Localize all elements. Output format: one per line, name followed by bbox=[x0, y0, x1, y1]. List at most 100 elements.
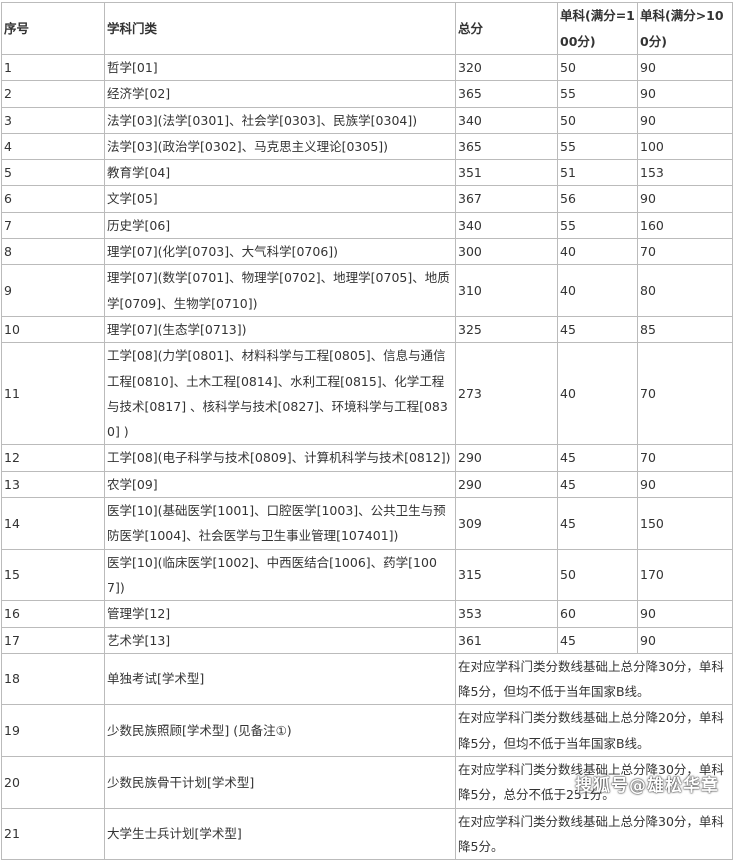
cell-single-100: 40 bbox=[557, 264, 638, 317]
cell-discipline: 经济学[02] bbox=[104, 80, 456, 108]
cell-single-over-100: 150 bbox=[637, 497, 733, 550]
special-row: 19 少数民族照顾[学术型] (见备注①) 在对应学科门类分数线基础上总分降20分，… bbox=[1, 704, 733, 758]
cell-index: 18 bbox=[1, 652, 105, 706]
cell-single-over-100: 85 bbox=[637, 315, 733, 344]
cell-single-over-100: 90 bbox=[637, 600, 733, 628]
cell-total: 361 bbox=[455, 626, 558, 654]
cell-single-over-100: 170 bbox=[637, 548, 733, 602]
cell-single-over-100: 90 bbox=[637, 80, 733, 108]
cell-single-100: 45 bbox=[557, 315, 638, 344]
cell-single-100: 51 bbox=[557, 159, 638, 187]
cell-index: 5 bbox=[1, 159, 105, 187]
cell-total: 367 bbox=[455, 185, 558, 213]
cell-total: 315 bbox=[455, 548, 558, 602]
cell-index: 8 bbox=[1, 238, 105, 266]
cell-discipline: 艺术学[13] bbox=[104, 626, 456, 654]
cell-index: 7 bbox=[1, 211, 105, 240]
cell-total: 353 bbox=[455, 600, 558, 628]
table-row: 15 医学[10](临床医学[1002]、中西医结合[1006]、药学[1007]… bbox=[1, 548, 733, 602]
cell-single-100: 45 bbox=[557, 497, 638, 550]
header-total: 总分 bbox=[455, 2, 558, 55]
cell-single-100: 55 bbox=[557, 80, 638, 108]
cell-total: 310 bbox=[455, 264, 558, 317]
table-row: 7 历史学[06] 340 55 160 bbox=[1, 211, 733, 240]
cell-single-100: 50 bbox=[557, 53, 638, 82]
cell-total: 290 bbox=[455, 444, 558, 472]
table-row: 6 文学[05] 367 56 90 bbox=[1, 185, 733, 213]
cell-index: 16 bbox=[1, 600, 105, 628]
table-row: 11 工学[08](力学[0801]、材料科学与工程[0805]、信息与通信工程[… bbox=[1, 342, 733, 446]
table-row: 5 教育学[04] 351 51 153 bbox=[1, 159, 733, 187]
cell-single-over-100: 90 bbox=[637, 106, 733, 134]
cell-total: 300 bbox=[455, 238, 558, 266]
cell-index: 11 bbox=[1, 342, 105, 446]
cell-single-over-100: 70 bbox=[637, 342, 733, 446]
cell-total: 351 bbox=[455, 159, 558, 187]
header-discipline: 学科门类 bbox=[104, 2, 456, 55]
cell-index: 2 bbox=[1, 80, 105, 108]
cell-index: 10 bbox=[1, 315, 105, 344]
table-row: 13 农学[09] 290 45 90 bbox=[1, 470, 733, 499]
special-row: 18 单独考试[学术型] 在对应学科门类分数线基础上总分降30分，单科降5分，但均不… bbox=[1, 652, 733, 706]
cell-discipline: 农学[09] bbox=[104, 470, 456, 499]
cell-index: 15 bbox=[1, 548, 105, 602]
cell-total: 365 bbox=[455, 132, 558, 161]
cell-discipline: 理学[07](生态学[0713]) bbox=[104, 315, 456, 344]
cell-total: 290 bbox=[455, 470, 558, 499]
cell-total: 340 bbox=[455, 211, 558, 240]
cell-total: 365 bbox=[455, 80, 558, 108]
header-index: 序号 bbox=[1, 2, 105, 55]
cell-single-over-100: 90 bbox=[637, 185, 733, 213]
cell-index: 4 bbox=[1, 132, 105, 161]
cell-single-100: 40 bbox=[557, 342, 638, 446]
cell-total: 340 bbox=[455, 106, 558, 134]
cell-index: 17 bbox=[1, 626, 105, 654]
cell-discipline: 教育学[04] bbox=[104, 159, 456, 187]
cell-single-over-100: 80 bbox=[637, 264, 733, 317]
cell-discipline: 少数民族照顾[学术型] (见备注①) bbox=[104, 704, 456, 758]
cell-discipline: 单独考试[学术型] bbox=[104, 652, 456, 706]
cell-index: 14 bbox=[1, 497, 105, 550]
cell-single-100: 50 bbox=[557, 106, 638, 134]
table-row: 3 法学[03](法学[0301]、社会学[0303]、民族学[0304]) 340… bbox=[1, 106, 733, 134]
table-row: 14 医学[10](基础医学[1001]、口腔医学[1003]、公共卫生与预防医学… bbox=[1, 497, 733, 550]
cell-single-100: 60 bbox=[557, 600, 638, 628]
table-row: 9 理学[07](数学[0701]、物理学[0702]、地理学[0705]、地质学… bbox=[1, 264, 733, 317]
cell-discipline: 文学[05] bbox=[104, 185, 456, 213]
cell-single-100: 40 bbox=[557, 238, 638, 266]
cell-index: 1 bbox=[1, 53, 105, 82]
cell-single-over-100: 70 bbox=[637, 238, 733, 266]
cell-single-over-100: 90 bbox=[637, 53, 733, 82]
cell-index: 9 bbox=[1, 264, 105, 317]
cell-discipline: 理学[07](化学[0703]、大气科学[0706]) bbox=[104, 238, 456, 266]
cell-index: 20 bbox=[1, 756, 105, 809]
cell-discipline: 大学生士兵计划[学术型] bbox=[104, 807, 456, 860]
cell-index: 21 bbox=[1, 807, 105, 860]
cell-single-over-100: 160 bbox=[637, 211, 733, 240]
cell-single-100: 45 bbox=[557, 470, 638, 499]
special-row: 20 少数民族骨干计划[学术型] 在对应学科门类分数线基础上总分降30分，单科降5分… bbox=[1, 756, 733, 809]
table-row: 8 理学[07](化学[0703]、大气科学[0706]) 300 40 70 bbox=[1, 238, 733, 266]
cell-single-100: 55 bbox=[557, 211, 638, 240]
cell-single-over-100: 153 bbox=[637, 159, 733, 187]
cell-single-100: 45 bbox=[557, 626, 638, 654]
header-single-100: 单科(满分=100分) bbox=[557, 2, 638, 55]
cell-rule: 在对应学科门类分数线基础上总分降30分，单科降5分，但均不低于当年国家B线。 bbox=[455, 652, 733, 706]
cell-single-100: 50 bbox=[557, 548, 638, 602]
table-row: 10 理学[07](生态学[0713]) 325 45 85 bbox=[1, 315, 733, 344]
cell-single-over-100: 90 bbox=[637, 626, 733, 654]
cell-total: 320 bbox=[455, 53, 558, 82]
cell-discipline: 历史学[06] bbox=[104, 211, 456, 240]
cell-index: 6 bbox=[1, 185, 105, 213]
cell-discipline: 少数民族骨干计划[学术型] bbox=[104, 756, 456, 809]
cell-discipline: 医学[10](基础医学[1001]、口腔医学[1003]、公共卫生与预防医学[1… bbox=[104, 497, 456, 550]
cell-rule: 在对应学科门类分数线基础上总分降20分，单科降5分，但均不低于当年国家B线。 bbox=[455, 704, 733, 758]
cell-index: 19 bbox=[1, 704, 105, 758]
cell-rule: 在对应学科门类分数线基础上总分降30分，单科降5分。 bbox=[455, 807, 733, 860]
table-row: 2 经济学[02] 365 55 90 bbox=[1, 80, 733, 108]
table-row: 16 管理学[12] 353 60 90 bbox=[1, 600, 733, 628]
cell-index: 12 bbox=[1, 444, 105, 472]
cell-discipline: 哲学[01] bbox=[104, 53, 456, 82]
cell-single-100: 55 bbox=[557, 132, 638, 161]
